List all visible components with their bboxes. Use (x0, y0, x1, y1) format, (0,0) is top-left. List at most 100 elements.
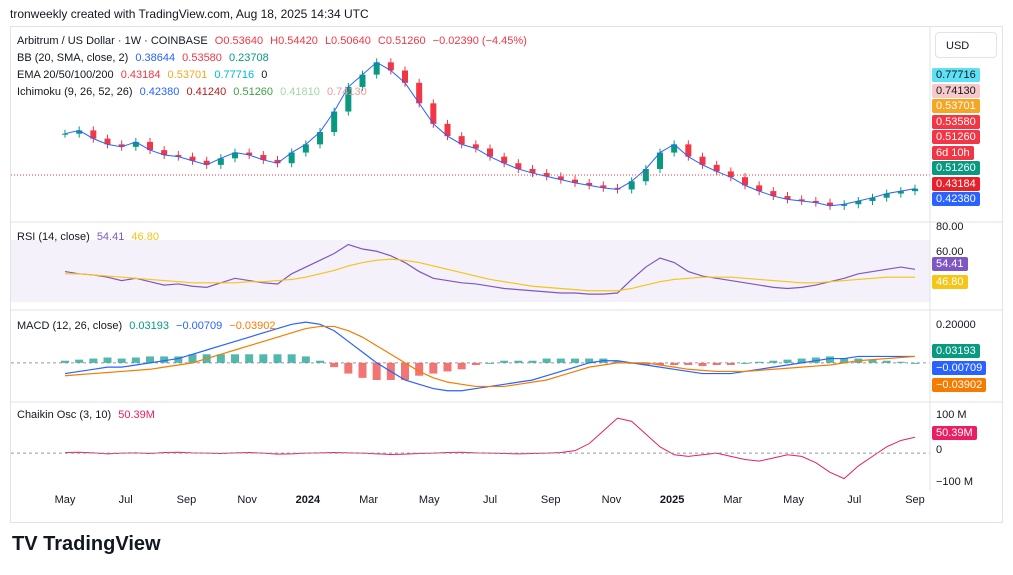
macd-histogram-bar (273, 354, 282, 363)
macd-histogram-bar (160, 356, 169, 363)
macd-histogram-bar (712, 362, 721, 365)
candle-body (671, 144, 678, 153)
legend-bb-v1: 0.38644 (135, 52, 176, 64)
candle-body (515, 163, 522, 169)
legend-bb-v2: 0.53580 (182, 52, 222, 64)
legend-ema-v2: 0.53701 (167, 69, 208, 81)
candle-body (189, 156, 196, 161)
candle-body (614, 187, 621, 190)
candle-body (572, 179, 578, 183)
macd-histogram-bar (358, 362, 367, 378)
legend-chaikin-label: Chaikin Osc (3, 10) (17, 409, 112, 421)
x-axis-tick-label: Jul (119, 494, 133, 506)
candle-body (175, 155, 182, 157)
x-axis-tick-label: May (55, 494, 76, 506)
macd-histogram-bar (188, 354, 197, 363)
price-tag: 0.74130 (932, 83, 980, 98)
x-axis-tick-label: Mar (723, 494, 742, 506)
candle-body (416, 82, 423, 104)
candle-body (302, 144, 309, 153)
macd-histogram-bar (259, 354, 268, 363)
candle-body (147, 141, 153, 151)
macd-histogram-bar (372, 362, 381, 380)
macd-histogram-bar (117, 358, 126, 363)
candle-body (288, 152, 295, 164)
x-axis-tick-label: Sep (177, 494, 197, 506)
macd-signal-line (64, 325, 916, 388)
candle-body (713, 164, 720, 172)
macd-histogram-bar (61, 360, 69, 363)
legend-macd-v2: −0.00709 (176, 320, 223, 332)
legend-macd-v3: −0.03902 (229, 320, 276, 332)
macd-histogram-bar (471, 362, 480, 365)
candle-body (642, 168, 649, 182)
legend-ema-v4: 0 (261, 69, 268, 81)
macd-histogram-bar (231, 354, 239, 363)
macd-histogram-bar (131, 357, 140, 363)
chaikin-line (64, 417, 916, 480)
macd-histogram-bar (840, 358, 849, 363)
candle-body (387, 62, 394, 71)
price-line (64, 61, 916, 207)
candle-body (132, 141, 139, 147)
x-axis-tick-label: May (419, 494, 440, 506)
currency-selector[interactable]: USD (935, 32, 997, 58)
legend-rsi-label: RSI (14, close) (17, 231, 90, 243)
legend-rsi-v2: 46.80 (131, 231, 159, 243)
legend-low: L0.50640 (324, 35, 371, 47)
macd-histogram-bar (698, 362, 707, 367)
macd-histogram-bar (755, 361, 764, 363)
logo-text: TradingView (43, 533, 161, 555)
macd-histogram-bar (287, 354, 296, 363)
x-axis-tick-label: Nov (602, 494, 622, 506)
price-tag: 0.43184 (932, 176, 980, 191)
x-axis-tick-label: 2025 (660, 494, 684, 506)
candle-body (912, 188, 918, 192)
candle-body (161, 150, 168, 156)
candle-body (798, 199, 805, 201)
macd-histogram-bar (486, 362, 494, 364)
candle-body (359, 74, 366, 87)
legend-close: C0.51260 (377, 35, 426, 47)
candle-body (472, 144, 479, 149)
candle-body (444, 123, 451, 137)
legend-ema: EMA 20/50/100/200 0.43184 0.53701 0.7771… (17, 69, 271, 81)
legend-ema-v3: 0.77716 (214, 69, 255, 81)
macd-histogram-bar (656, 362, 664, 365)
candle-body (232, 152, 238, 159)
legend-symbol: Arbitrum / US Dollar · 1W · COINBASE (17, 35, 208, 47)
price-tag: 0.42380 (932, 192, 980, 206)
macd-histogram-bar (146, 356, 154, 363)
candle-body (586, 182, 593, 186)
candle-body (869, 197, 876, 201)
x-axis-tick-label: Jul (847, 494, 861, 506)
pane-axis-label: −0.03902 (932, 378, 987, 392)
candle-body (501, 156, 508, 164)
tradingview-logo[interactable]: TV TradingView (12, 533, 161, 556)
candle-body (76, 130, 83, 134)
macd-histogram-bar (797, 358, 806, 363)
macd-histogram-bar (316, 360, 324, 363)
macd-histogram-bar (514, 360, 523, 363)
candle-body (331, 111, 338, 133)
legend-open: O0.53640 (214, 35, 264, 47)
legend-ema-label: EMA 20/50/100/200 (17, 69, 114, 81)
x-axis-tick-label: Mar (359, 494, 378, 506)
legend-macd-v1: 0.03193 (129, 320, 169, 332)
candle-body (430, 103, 437, 124)
candle-body (543, 173, 550, 177)
rsi-band (11, 240, 930, 302)
x-axis-tick-label: Sep (541, 494, 561, 506)
candle-body (203, 160, 210, 165)
macd-histogram-bar (344, 362, 353, 374)
candle-body (784, 196, 791, 200)
macd-histogram-bar (911, 362, 919, 364)
macd-histogram-bar (415, 362, 424, 376)
candle-body (62, 133, 68, 135)
macd-histogram-bar (500, 360, 509, 363)
macd-histogram-bar (556, 358, 565, 363)
legend-change: −0.02390 (−4.45%) (432, 35, 527, 47)
legend-main: Arbitrum / US Dollar · 1W · COINBASE O0.… (17, 35, 531, 47)
candle-body (217, 158, 224, 165)
